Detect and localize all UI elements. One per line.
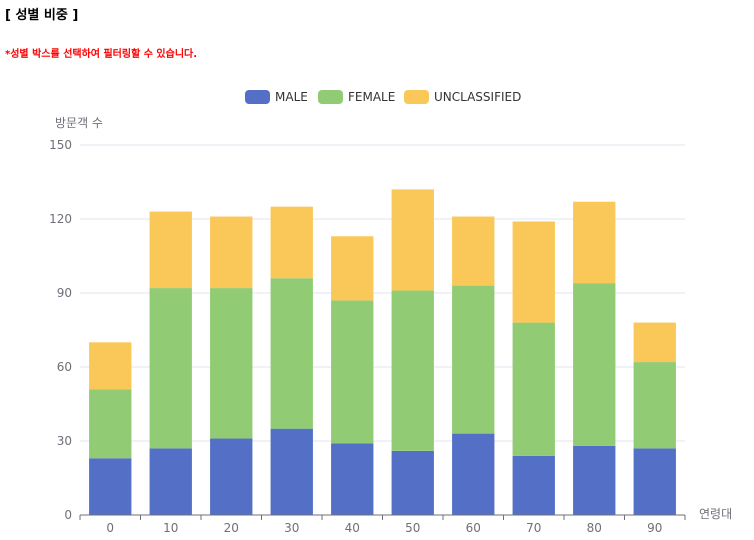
x-tick-label: 20 (224, 521, 239, 535)
bar-male-70[interactable] (512, 455, 555, 515)
bar-unclassified-80[interactable] (573, 201, 616, 284)
bar-male-30[interactable] (270, 428, 313, 515)
filter-notice: *성별 박스를 선택하여 필터링할 수 있습니다. (5, 49, 198, 60)
bar-female-80[interactable] (573, 283, 616, 446)
bars (89, 189, 676, 515)
bar-unclassified-40[interactable] (331, 236, 374, 301)
bar-male-40[interactable] (331, 443, 374, 515)
y-tick-label: 90 (57, 286, 72, 300)
x-axis: 0 10 20 30 40 50 60 70 80 90 (79, 514, 686, 535)
bar-unclassified-0[interactable] (89, 342, 132, 390)
x-tick-label: 90 (647, 521, 662, 535)
bar-unclassified-10[interactable] (149, 211, 192, 289)
legend-label-female: FEMALE (348, 90, 396, 104)
legend-swatch-male (245, 90, 270, 104)
y-tick-label: 30 (57, 434, 72, 448)
bar-female-40[interactable] (331, 300, 374, 444)
bar-female-30[interactable] (270, 278, 313, 429)
bar-female-0[interactable] (89, 389, 132, 459)
bar-male-80[interactable] (573, 445, 616, 515)
page-title: [ 성별 비중 ] (5, 8, 79, 23)
bar-female-90[interactable] (633, 362, 676, 449)
bar-female-60[interactable] (452, 285, 495, 434)
bar-unclassified-30[interactable] (270, 206, 313, 279)
bar-female-50[interactable] (391, 290, 434, 451)
x-tick-label: 40 (345, 521, 360, 535)
x-tick-label: 0 (106, 521, 114, 535)
legend-label-unclassified: UNCLASSIFIED (434, 90, 522, 104)
bar-unclassified-90[interactable] (633, 322, 676, 363)
legend-item-female[interactable]: FEMALE (318, 88, 395, 106)
legend-item-male[interactable]: MALE (245, 88, 308, 106)
bar-male-10[interactable] (149, 448, 192, 515)
x-tick-label: 60 (466, 521, 481, 535)
y-axis-title: 방문객 수 (55, 116, 103, 130)
y-tick-label: 60 (57, 360, 72, 374)
chart-legend: MALE FEMALE UNCLASSIFIED (0, 88, 754, 106)
legend-swatch-unclassified (404, 90, 429, 104)
legend-swatch-female (318, 90, 343, 104)
x-axis-title: 연령대 (699, 507, 732, 521)
bar-male-20[interactable] (210, 438, 253, 515)
bar-female-20[interactable] (210, 288, 253, 439)
bar-male-90[interactable] (633, 448, 676, 515)
legend-item-unclassified[interactable]: UNCLASSIFIED (404, 88, 521, 106)
y-tick-label: 0 (64, 508, 72, 522)
legend-label-male: MALE (275, 90, 308, 104)
bar-female-10[interactable] (149, 288, 192, 449)
x-tick-label: 10 (163, 521, 178, 535)
bar-unclassified-70[interactable] (512, 221, 555, 323)
y-axis: 0 30 60 90 120 150 (49, 138, 72, 522)
x-tick-label: 30 (284, 521, 299, 535)
y-tick-label: 150 (49, 138, 72, 152)
bar-unclassified-20[interactable] (210, 216, 253, 289)
bar-male-60[interactable] (452, 433, 495, 515)
y-tick-label: 120 (49, 212, 72, 226)
bar-male-0[interactable] (89, 458, 132, 515)
bar-unclassified-50[interactable] (391, 189, 434, 291)
x-tick-label: 80 (587, 521, 602, 535)
x-tick-label: 70 (526, 521, 541, 535)
bar-female-70[interactable] (512, 322, 555, 456)
bar-unclassified-60[interactable] (452, 216, 495, 286)
bar-male-50[interactable] (391, 450, 434, 515)
x-tick-label: 50 (405, 521, 420, 535)
